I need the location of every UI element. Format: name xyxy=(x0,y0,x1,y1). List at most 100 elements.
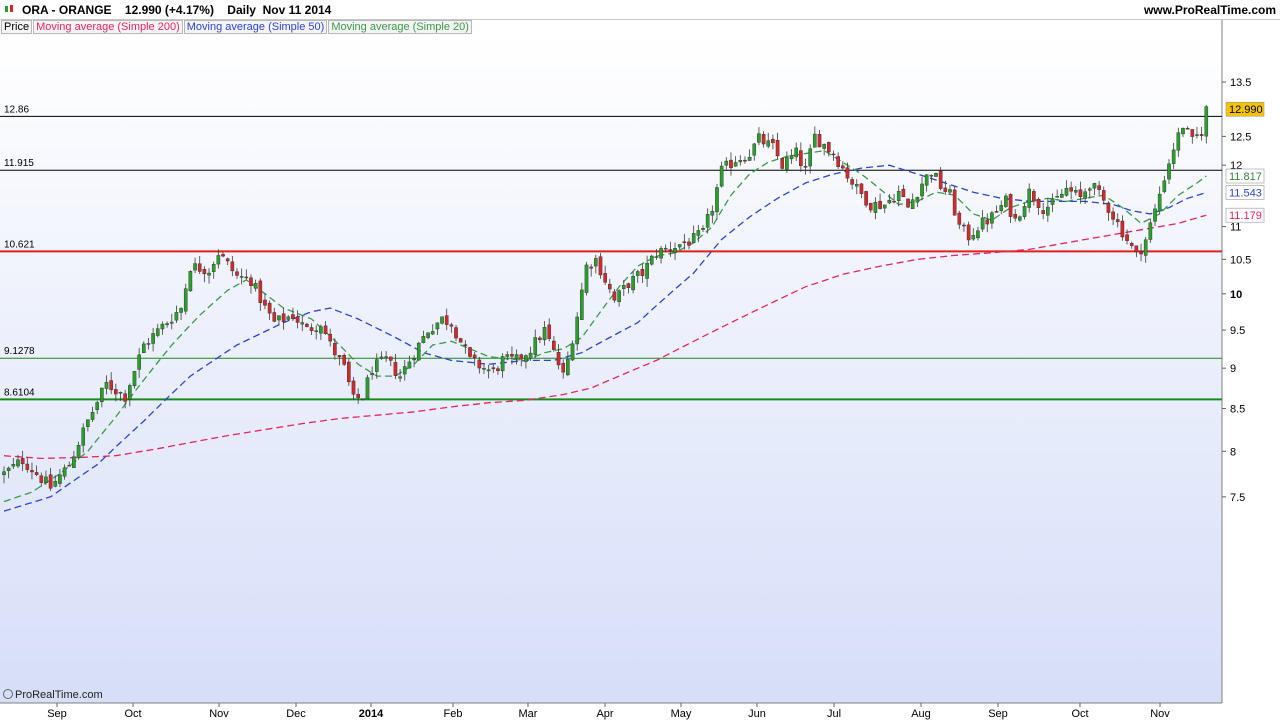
candle[interactable] xyxy=(747,149,752,161)
candle[interactable] xyxy=(90,406,95,423)
candle[interactable] xyxy=(980,210,985,232)
candle[interactable] xyxy=(580,282,584,320)
candle[interactable] xyxy=(640,263,645,283)
candle[interactable] xyxy=(906,198,910,209)
candle[interactable] xyxy=(938,167,943,191)
candle[interactable] xyxy=(789,149,794,164)
candle[interactable] xyxy=(253,279,258,292)
candle[interactable] xyxy=(1134,245,1139,258)
candle[interactable] xyxy=(1087,187,1092,199)
candle[interactable] xyxy=(645,255,649,287)
candle[interactable] xyxy=(347,358,351,386)
candle[interactable] xyxy=(86,419,90,432)
candle[interactable] xyxy=(528,346,533,361)
candle[interactable] xyxy=(570,340,575,361)
candle[interactable] xyxy=(281,307,286,330)
candle[interactable] xyxy=(291,307,295,322)
candle[interactable] xyxy=(542,321,547,346)
candle[interactable] xyxy=(337,355,342,366)
candle[interactable] xyxy=(179,307,183,321)
candle[interactable] xyxy=(892,194,896,204)
candle[interactable] xyxy=(514,349,519,365)
candle[interactable] xyxy=(379,351,384,360)
candle[interactable] xyxy=(430,324,435,335)
candle[interactable] xyxy=(141,341,146,354)
candle[interactable] xyxy=(1050,193,1055,213)
candle[interactable] xyxy=(114,383,118,402)
candle[interactable] xyxy=(780,157,785,170)
candle[interactable] xyxy=(1097,181,1101,196)
candle[interactable] xyxy=(221,252,225,258)
candle[interactable] xyxy=(435,322,440,336)
candle[interactable] xyxy=(1027,183,1031,213)
candle[interactable] xyxy=(738,155,743,166)
candle[interactable] xyxy=(845,162,850,183)
candle[interactable] xyxy=(985,213,990,233)
candle[interactable] xyxy=(1129,241,1134,249)
candle[interactable] xyxy=(682,234,687,250)
candle[interactable] xyxy=(915,196,920,207)
candle[interactable] xyxy=(729,152,733,176)
candle[interactable] xyxy=(356,388,360,404)
candle[interactable] xyxy=(813,126,817,148)
candle[interactable] xyxy=(235,268,239,280)
candle[interactable] xyxy=(794,142,798,162)
candle[interactable] xyxy=(496,365,500,375)
candle[interactable] xyxy=(72,451,76,468)
candle[interactable] xyxy=(659,246,663,264)
candle[interactable] xyxy=(1115,213,1120,228)
candle[interactable] xyxy=(1083,188,1087,204)
candle[interactable] xyxy=(705,208,710,234)
candle[interactable] xyxy=(1004,193,1008,208)
candle[interactable] xyxy=(1046,198,1050,222)
candle[interactable] xyxy=(1185,126,1190,130)
candle[interactable] xyxy=(677,244,682,250)
candle[interactable] xyxy=(1101,186,1106,205)
candle[interactable] xyxy=(123,389,127,409)
candle[interactable] xyxy=(440,316,444,325)
candle[interactable] xyxy=(300,315,305,332)
candle[interactable] xyxy=(463,340,468,354)
candle[interactable] xyxy=(402,359,407,381)
candle[interactable] xyxy=(1078,181,1083,204)
candle[interactable] xyxy=(370,366,374,380)
candle[interactable] xyxy=(827,141,831,157)
candle[interactable] xyxy=(626,282,631,294)
candle[interactable] xyxy=(1073,186,1078,196)
candle[interactable] xyxy=(934,172,938,177)
candle[interactable] xyxy=(398,368,402,382)
candle[interactable] xyxy=(1195,126,1199,139)
candle[interactable] xyxy=(957,210,962,230)
candle[interactable] xyxy=(882,204,887,214)
candle[interactable] xyxy=(319,324,323,340)
candle[interactable] xyxy=(1120,215,1125,241)
candle[interactable] xyxy=(733,156,738,167)
candle[interactable] xyxy=(841,161,845,170)
legend-sma-50[interactable]: Moving average (Simple 50) xyxy=(183,20,328,34)
candle[interactable] xyxy=(635,269,640,283)
candle[interactable] xyxy=(207,268,211,284)
candle[interactable] xyxy=(1106,201,1111,221)
candle[interactable] xyxy=(1069,181,1073,200)
candle[interactable] xyxy=(155,323,160,338)
candle[interactable] xyxy=(491,364,496,373)
candle[interactable] xyxy=(920,176,924,201)
candle[interactable] xyxy=(901,184,906,198)
candle[interactable] xyxy=(1092,182,1097,196)
candle[interactable] xyxy=(584,261,589,296)
candle[interactable] xyxy=(864,190,868,208)
candle[interactable] xyxy=(854,179,859,195)
candle[interactable] xyxy=(673,242,677,260)
candle[interactable] xyxy=(524,354,528,369)
candle[interactable] xyxy=(454,324,458,342)
candle[interactable] xyxy=(1111,207,1115,226)
candle[interactable] xyxy=(1157,186,1162,215)
sma-200-line[interactable] xyxy=(3,214,1207,460)
candle[interactable] xyxy=(486,364,491,379)
candle[interactable] xyxy=(566,351,570,377)
candle[interactable] xyxy=(16,454,20,468)
candle[interactable] xyxy=(449,322,454,333)
candle[interactable] xyxy=(328,328,333,347)
candle[interactable] xyxy=(216,249,221,269)
candle[interactable] xyxy=(510,346,514,365)
